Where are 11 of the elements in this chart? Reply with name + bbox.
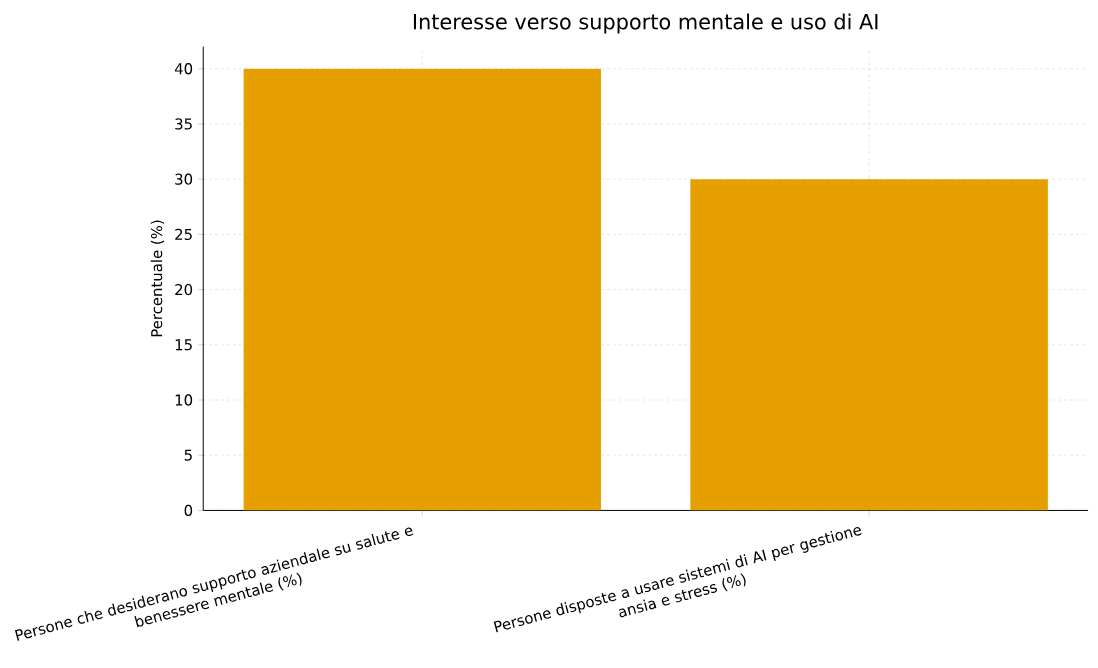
- y-tick-label: 30: [175, 173, 193, 185]
- chart-title: Interesse verso supporto mentale e uso di AI: [413, 13, 878, 34]
- y-tick-label: 5: [184, 449, 192, 461]
- y-tick-label: 40: [174, 62, 193, 75]
- y-tick-label: 25: [175, 228, 192, 240]
- y-tick-label: 15: [175, 339, 192, 351]
- y-tick-label: 10: [175, 394, 193, 406]
- y-axis-title: Percentuale (%): [150, 220, 165, 337]
- y-tick-label: 35: [175, 118, 192, 130]
- y-tick-label: 0: [184, 504, 193, 516]
- y-tick-label: 20: [175, 283, 193, 296]
